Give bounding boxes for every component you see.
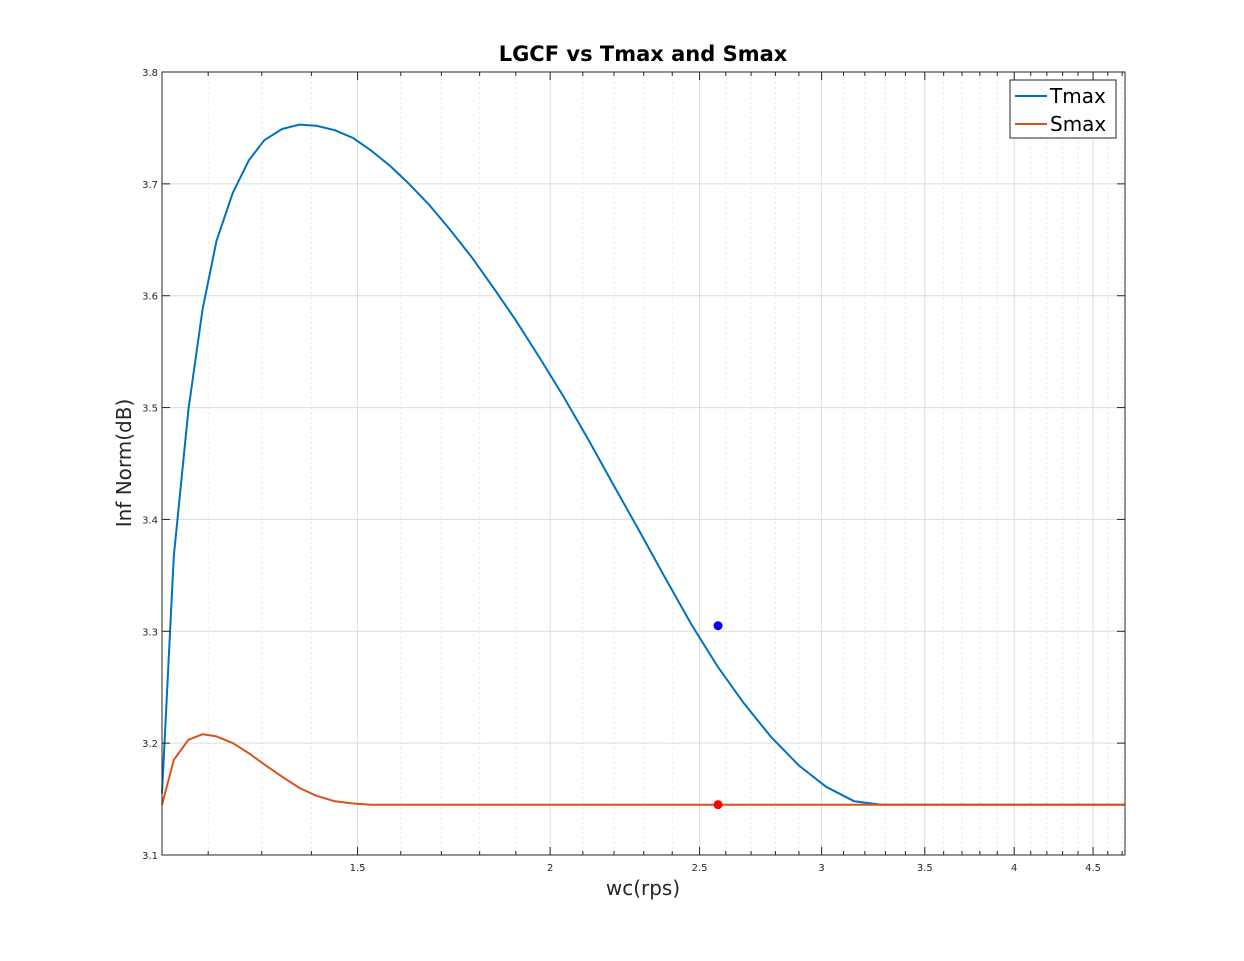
x-tick-label: 2 — [547, 863, 553, 874]
chart-title: LGCF vs Tmax and Smax — [499, 42, 788, 66]
legend-box — [1009, 79, 1117, 139]
marker-layer — [713, 621, 723, 810]
y-tick-label: 3.3 — [142, 627, 158, 638]
legend-label-tmax: Tmax — [1049, 84, 1106, 108]
y-tick-label: 3.8 — [142, 68, 158, 79]
y-tick-label: 3.5 — [142, 404, 158, 415]
y-tick-label: 3.1 — [142, 851, 158, 862]
minor-grid — [207, 72, 1123, 855]
y-axis-label: Inf Norm(dB) — [112, 399, 136, 528]
x-tick-label: 3.5 — [917, 863, 933, 874]
y-tick-label: 3.6 — [142, 292, 158, 303]
highlight-point-tmax — [713, 621, 723, 631]
y-tick-label: 3.4 — [142, 515, 158, 526]
x-tick-labels: 1.5 2 2.5 3 3.5 4 4.5 — [350, 863, 1101, 874]
x-tick-label: 4.5 — [1085, 863, 1101, 874]
legend: Tmax Smax — [1009, 79, 1117, 139]
highlight-point-smax — [713, 800, 723, 810]
x-axis-label: wc(rps) — [606, 876, 680, 900]
legend-label-smax: Smax — [1050, 112, 1106, 136]
series-layer — [161, 123, 1125, 806]
x-tick-label: 2.5 — [692, 863, 708, 874]
x-tick-label: 4 — [1011, 863, 1017, 874]
y-tick-label: 3.2 — [142, 739, 158, 750]
series-line-smax — [161, 733, 1125, 806]
x-tick-label: 3 — [818, 863, 824, 874]
y-tick-label: 3.7 — [142, 180, 158, 191]
series-line-tmax — [161, 123, 1125, 806]
x-tick-label: 1.5 — [350, 863, 366, 874]
y-tick-labels: 3.1 3.2 3.3 3.4 3.5 3.6 3.7 3.8 — [142, 68, 158, 862]
tick-marks — [162, 71, 1125, 856]
